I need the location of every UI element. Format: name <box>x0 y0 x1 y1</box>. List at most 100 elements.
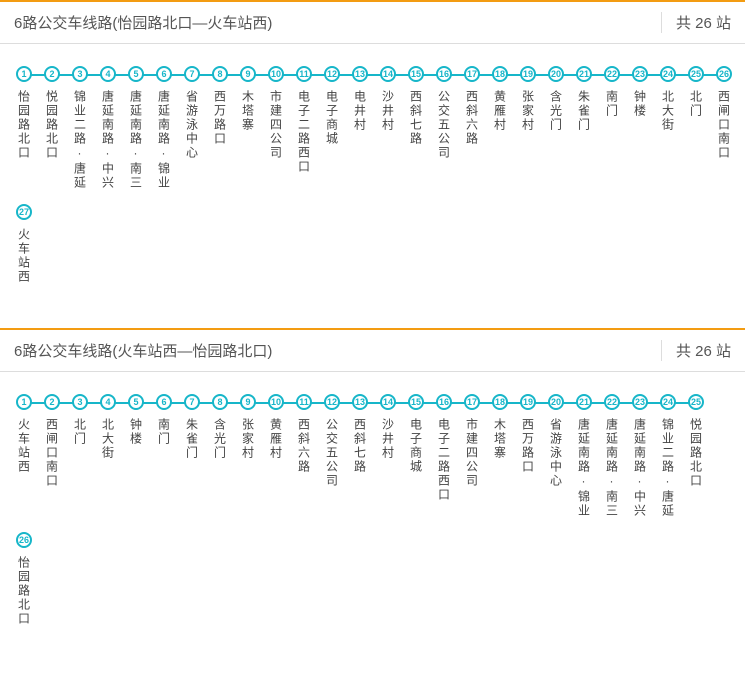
stop-label: 北门 <box>72 418 89 446</box>
stop-label: 省游泳中心 <box>184 90 201 160</box>
stop-label: 钟楼 <box>632 90 649 118</box>
stop[interactable]: 24锦业二路·唐延 <box>654 394 682 518</box>
stop[interactable]: 23唐延南路·中兴 <box>626 394 654 518</box>
stop-node: 19 <box>520 66 536 82</box>
stop[interactable]: 12公交五公司 <box>318 394 346 488</box>
stop[interactable]: 6 唐延南路·锦业 <box>150 66 178 190</box>
stop[interactable]: 16公交五公司 <box>430 66 458 160</box>
stop-node: 9 <box>240 66 256 82</box>
stop-node: 18 <box>492 394 508 410</box>
stop-node: 22 <box>604 394 620 410</box>
stop-node: 3 <box>72 66 88 82</box>
stop-node: 9 <box>240 394 256 410</box>
stop[interactable]: 5 唐延南路·南三 <box>122 66 150 190</box>
stop-label: 西闸口南口 <box>716 90 733 160</box>
stop[interactable]: 19 西万路口 <box>514 394 542 474</box>
stop-label: 张家村 <box>240 418 257 460</box>
stop[interactable]: 27 火车站西 <box>10 204 38 284</box>
stop-node: 4 <box>100 394 116 410</box>
stop[interactable]: 25悦园路北口 <box>682 394 710 488</box>
stop-node: 13 <box>352 394 368 410</box>
stop-node: 2 <box>44 394 60 410</box>
stop-node: 27 <box>16 204 32 220</box>
stop-label: 怡园路北口 <box>16 556 33 626</box>
stop-label: 电子商城 <box>408 418 425 474</box>
stop-node: 25 <box>688 66 704 82</box>
route-block: 6路公交车线路(火车站西—怡园路北口)共 26 站1火车站西2西闸口南口3北门4… <box>0 328 745 650</box>
route-header: 6路公交车线路(怡园路北口—火车站西)共 26 站 <box>0 0 745 44</box>
stop[interactable]: 2悦园路北口 <box>38 66 66 160</box>
stop-node: 21 <box>576 394 592 410</box>
stop-label: 张家村 <box>520 90 537 132</box>
stop-label: 南门 <box>156 418 173 446</box>
stop-label: 电子商城 <box>324 90 341 146</box>
stop-node: 22 <box>604 66 620 82</box>
stop[interactable]: 20省游泳中心 <box>542 394 570 488</box>
stop-node: 2 <box>44 66 60 82</box>
stop[interactable]: 15 电子商城 <box>402 394 430 474</box>
stops-row: 27 火车站西 <box>10 204 735 284</box>
stop-node: 17 <box>464 66 480 82</box>
stop-node: 5 <box>128 394 144 410</box>
stop-label: 唐延南路·南三 <box>128 90 145 190</box>
stop-label: 火车站西 <box>16 228 33 284</box>
stop-label: 西万路口 <box>212 90 229 146</box>
stop[interactable]: 2西闸口南口 <box>38 394 66 488</box>
stop-label: 西斜六路 <box>464 90 481 146</box>
stop-label: 电子二路西口 <box>296 90 313 174</box>
stop-node: 16 <box>436 394 452 410</box>
stop[interactable]: 12 电子商城 <box>318 66 346 146</box>
stop[interactable]: 11电子二路西口 <box>290 66 318 174</box>
stop-label: 北大街 <box>660 90 677 132</box>
stop[interactable]: 1火车站西 <box>10 394 38 474</box>
stop-label: 北门 <box>688 90 705 118</box>
stop[interactable]: 15西斜七路 <box>402 66 430 146</box>
stop[interactable]: 11西斜六路 <box>290 394 318 474</box>
stop-label: 公交五公司 <box>324 418 341 488</box>
stop-node: 8 <box>212 394 228 410</box>
stop[interactable]: 21唐延南路·锦业 <box>570 394 598 518</box>
stop-node: 12 <box>324 66 340 82</box>
stops-row: 1火车站西2西闸口南口3北门4北大街5钟楼6南门7朱雀门8含光门9张家村10黄雁… <box>10 394 735 518</box>
stop-node: 6 <box>156 66 172 82</box>
stop[interactable]: 16电子二路西口 <box>430 394 458 502</box>
stop-node: 5 <box>128 66 144 82</box>
stop-label: 锦业二路·唐延 <box>660 418 677 518</box>
stop-label: 含光门 <box>212 418 229 460</box>
stop-node: 1 <box>16 66 32 82</box>
stop[interactable]: 17 西斜六路 <box>458 66 486 146</box>
stop-label: 省游泳中心 <box>548 418 565 488</box>
stop[interactable]: 1怡园路北口 <box>10 66 38 160</box>
stop[interactable]: 17市建四公司 <box>458 394 486 488</box>
stop[interactable]: 7省游泳中心 <box>178 66 206 160</box>
stop[interactable]: 26西闸口南口 <box>710 66 738 160</box>
stop-label: 唐延南路·锦业 <box>156 90 173 190</box>
stop[interactable]: 3锦业二路·唐延 <box>66 66 94 190</box>
stop-node: 15 <box>408 66 424 82</box>
stop[interactable]: 4唐延南路·中兴 <box>94 66 122 190</box>
route-header: 6路公交车线路(火车站西—怡园路北口)共 26 站 <box>0 328 745 372</box>
stop-node: 15 <box>408 394 424 410</box>
stop-node: 21 <box>576 66 592 82</box>
stop-node: 8 <box>212 66 228 82</box>
stop-node: 6 <box>156 394 172 410</box>
stop-label: 市建四公司 <box>268 90 285 160</box>
route-title: 6路公交车线路(火车站西—怡园路北口) <box>14 340 661 361</box>
stop-node: 19 <box>520 394 536 410</box>
stop[interactable]: 13西斜七路 <box>346 394 374 474</box>
stop[interactable]: 26 怡园路北口 <box>10 532 38 626</box>
stop-label: 火车站西 <box>16 418 33 474</box>
stop-node: 4 <box>100 66 116 82</box>
stop[interactable]: 8 西万路口 <box>206 66 234 146</box>
stop-node: 10 <box>268 66 284 82</box>
stops-row: 26 怡园路北口 <box>10 532 735 626</box>
stop-label: 西万路口 <box>520 418 537 474</box>
stop-node: 26 <box>16 532 32 548</box>
stop-node: 11 <box>296 394 312 410</box>
stop-node: 20 <box>548 66 564 82</box>
stop-node: 14 <box>380 66 396 82</box>
stop-label: 木塔寨 <box>240 90 257 132</box>
stop[interactable]: 10 市建四公司 <box>262 66 290 160</box>
stop[interactable]: 22唐延南路·南三 <box>598 394 626 518</box>
stop-label: 唐延南路·中兴 <box>632 418 649 518</box>
